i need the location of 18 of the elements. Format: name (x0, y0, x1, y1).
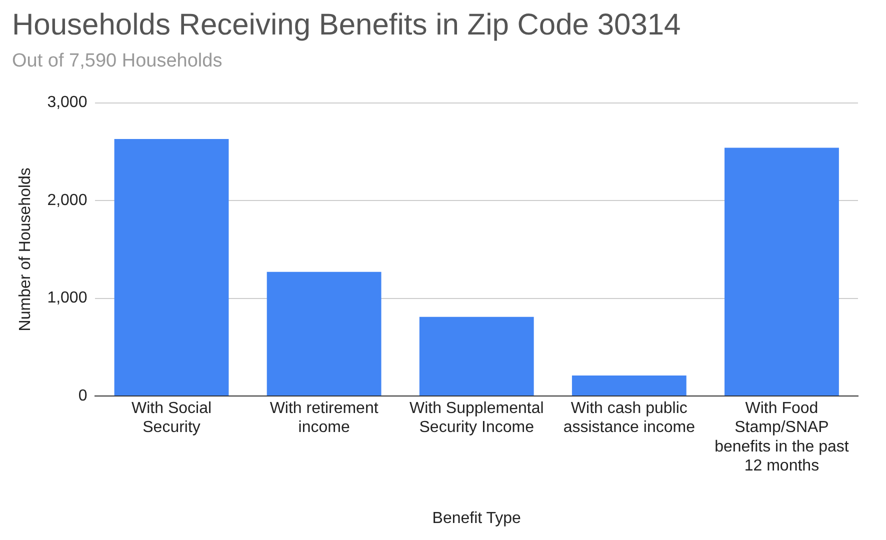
x-tick-label: With cash public assistance income (563, 400, 696, 436)
y-tick-label: 2,000 (47, 192, 88, 209)
x-tick-label: With Social Security (132, 400, 212, 436)
y-tick-label: 0 (78, 387, 88, 404)
bar (572, 375, 686, 396)
x-axis-title: Benefit Type (432, 510, 522, 527)
bar (266, 272, 382, 396)
y-tick-label: 3,000 (47, 94, 88, 112)
y-axis-title: Number of Households (17, 168, 34, 332)
chart-title: Households Receiving Benefits in Zip Code 30314 (12, 8, 681, 42)
x-tick-label: With retirement income (270, 400, 379, 436)
bar (114, 138, 229, 396)
bar (419, 316, 534, 396)
chart-subtitle: Out of 7,590 Households (12, 50, 222, 72)
y-tick-label: 1,000 (47, 290, 88, 307)
x-tick-label: With Food Stamp/SNAP benefits in the past 12 months (714, 400, 850, 475)
bar (724, 148, 839, 396)
x-tick-label: With Supplemental Security Income (409, 400, 544, 436)
